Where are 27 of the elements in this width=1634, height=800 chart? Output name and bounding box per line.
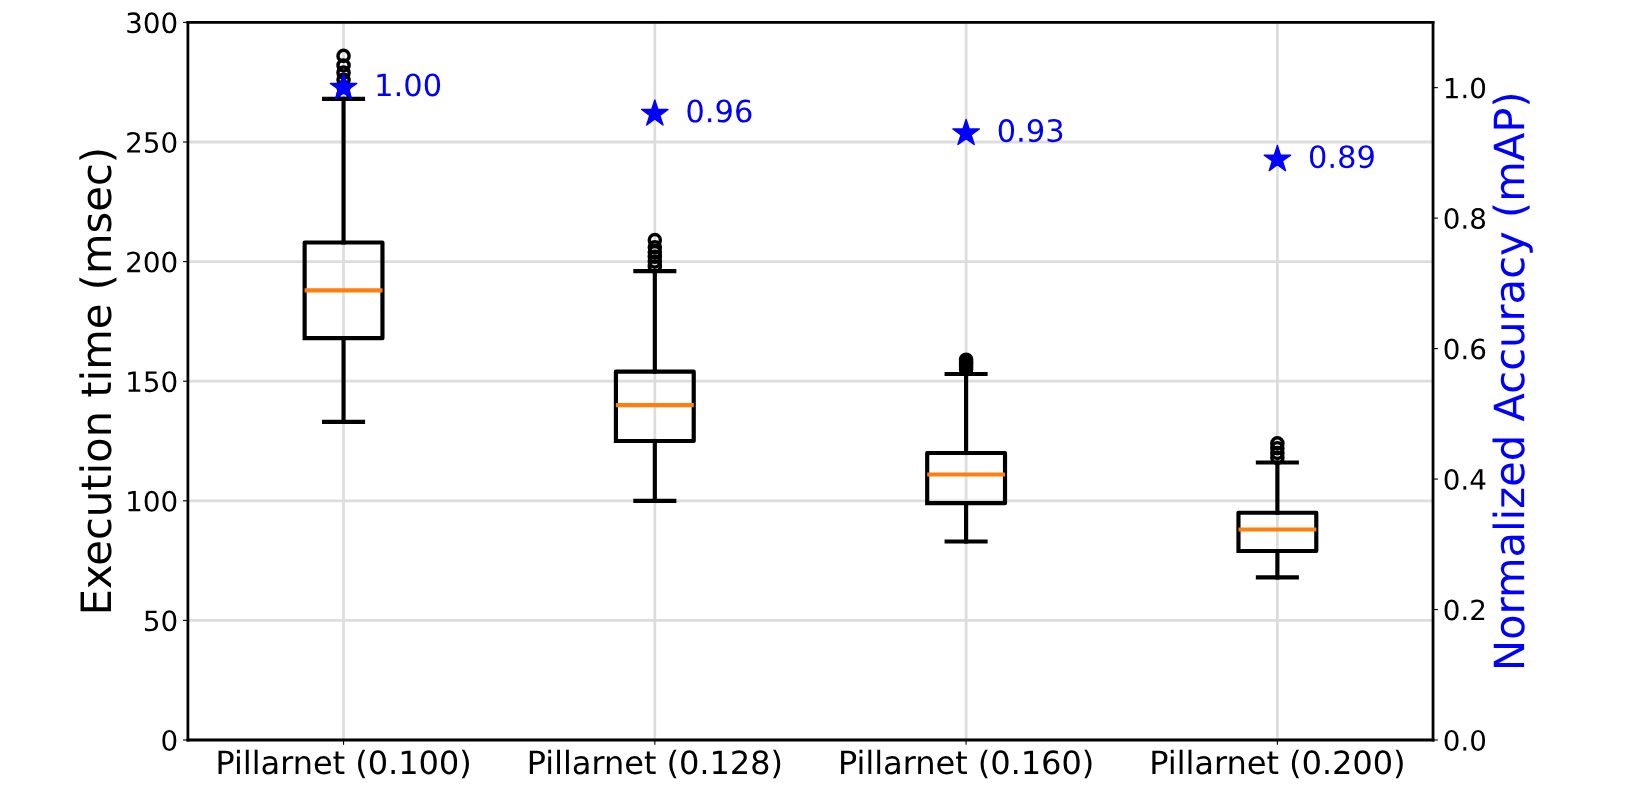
point xyxy=(640,99,669,126)
y-tick-label: 250 xyxy=(127,131,177,153)
point xyxy=(952,118,981,146)
y2-tick-label: 0.6 xyxy=(1444,338,1486,360)
y-tick-label: 100 xyxy=(128,490,177,512)
y2-tick-label: 0.0 xyxy=(1444,729,1486,751)
point xyxy=(1263,144,1292,172)
y2-tick-label: 0.8 xyxy=(1444,208,1486,230)
y-axis-title: Execution time (msec) xyxy=(79,150,117,612)
y-tick-label: 200 xyxy=(127,251,177,273)
y2-axis-title: Normalized Accuracy (mAP) xyxy=(1492,94,1533,667)
point xyxy=(329,73,358,100)
y2-tick-label: 0.2 xyxy=(1444,599,1485,621)
data-label: 0.89 xyxy=(1309,145,1374,169)
x-tick-label: Pillarnet (0.160) xyxy=(841,749,1092,779)
data-label: 1.00 xyxy=(377,73,441,97)
y-tick-label: 0 xyxy=(162,729,177,751)
x-tick-label: Pillarnet (0.128) xyxy=(529,749,781,779)
y2-tick-label: 1.0 xyxy=(1445,77,1486,99)
y2-tick-label: 0.4 xyxy=(1444,468,1486,490)
x-tick-label: Pillarnet (0.200) xyxy=(1152,749,1403,779)
data-label: 0.96 xyxy=(687,99,752,123)
y-tick-label: 150 xyxy=(128,371,177,393)
y-tick-label: 300 xyxy=(127,12,177,34)
y-tick-label: 50 xyxy=(144,610,177,632)
data-label: 0.93 xyxy=(998,119,1063,143)
x-tick-label: Pillarnet (0.100) xyxy=(218,749,469,779)
